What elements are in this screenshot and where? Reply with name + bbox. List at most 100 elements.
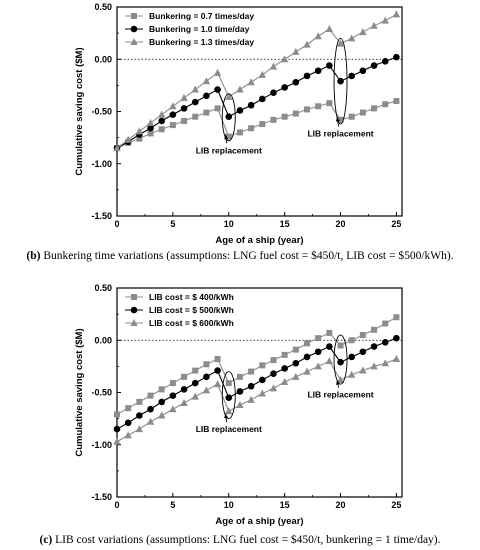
chart-c-series-3-point xyxy=(370,362,378,370)
chart-b-series-1-point xyxy=(382,101,389,108)
chart-c-series-1-point xyxy=(214,356,221,363)
chart-b-x-axis-title: Age of a ship (year) xyxy=(215,235,303,246)
chart-c-y-axis-title: Cumulative saving cost ($M) xyxy=(74,328,85,456)
chart-c-series-1 xyxy=(114,314,400,418)
chart-c-series-2-point xyxy=(236,388,244,395)
chart-c-series-2-point xyxy=(136,412,143,419)
chart-c-legend-label-1: LIB cost = $ 400/kWh xyxy=(149,292,234,302)
chart-c-x-tick-label: 25 xyxy=(391,500,401,510)
chart-b-series-3-point xyxy=(392,10,401,18)
chart-c-series-1-point xyxy=(225,380,232,387)
chart-c-series-3-point xyxy=(191,392,199,400)
chart-c-series-1-point xyxy=(158,386,165,393)
chart-b-series-2 xyxy=(113,53,400,152)
chart-c-annotation-arrowhead-1 xyxy=(224,413,229,419)
chart-c-series-3-point xyxy=(124,431,132,439)
chart-c-series-1-point xyxy=(281,351,288,358)
chart-c-series-1-point xyxy=(192,367,199,374)
chart-b-series-1-point xyxy=(147,130,154,137)
chart-c-caption-label: (c) xyxy=(39,534,53,546)
chart-b-series-3-point xyxy=(180,93,188,101)
chart-c-y-tick-label: 0.50 xyxy=(94,283,112,293)
chart-c-series-3 xyxy=(113,355,401,445)
chart-b-series-3-point xyxy=(280,55,289,63)
chart-b-series-1-point xyxy=(248,125,255,132)
chart-c-x-tick-label: 5 xyxy=(170,500,175,510)
chart-c-series-3-point xyxy=(348,370,356,378)
chart-b-series-2-point xyxy=(359,67,367,75)
chart-c-y-tick-label: 0.00 xyxy=(94,335,112,345)
chart-c-series-1-point xyxy=(114,411,120,418)
chart-c-series-1-point xyxy=(304,340,310,347)
chart-c-series-2-point xyxy=(124,419,132,427)
chart-b-series-3-point xyxy=(370,21,378,29)
chart-b-series-1-point xyxy=(181,117,188,124)
chart-b-series-1-point xyxy=(158,126,165,133)
chart-b-legend-label-2: Bunkering = 1.0 time/day xyxy=(149,24,250,34)
chart-c-series-3-point xyxy=(180,398,188,406)
chart-c-series-1-point xyxy=(371,326,378,333)
chart-b-series-2-point xyxy=(203,92,210,100)
chart-c-series-2-point xyxy=(203,373,210,381)
chart-b-series-3-point xyxy=(124,135,132,143)
chart-c-series-3-point xyxy=(292,372,300,380)
chart-b-series-2-point xyxy=(236,107,244,114)
chart-c-series-2-point xyxy=(292,359,300,367)
chart-c-series-3-point xyxy=(113,437,121,445)
chart-b-y-tick-label: -1.50 xyxy=(91,211,112,221)
chart-b-legend-marker-2 xyxy=(130,25,138,33)
chart-b-series-2-point xyxy=(180,105,188,112)
chart-c-series-1-point xyxy=(359,332,366,339)
chart-b-series-1-point xyxy=(348,113,355,120)
chart-b-series-2-point xyxy=(225,113,233,121)
chart-c-series-1-point xyxy=(382,320,389,327)
chart-c-series-2-point xyxy=(247,382,255,390)
chart-c-series-2-point xyxy=(147,405,154,413)
chart-c-series-1-point xyxy=(125,405,132,412)
chart-b-series-2-point xyxy=(326,62,333,69)
chart-c-series-1-point xyxy=(337,342,344,349)
chart-b-annotation-ellipse-1 xyxy=(221,93,236,142)
chart-b-series-2-point xyxy=(214,86,221,93)
chart-b-series-1-point xyxy=(259,121,266,128)
chart-c-series-2-point xyxy=(113,425,121,433)
chart-b-series-3-point xyxy=(314,32,322,40)
chart-c-x-tick-label: 20 xyxy=(336,500,346,510)
chart-c-series-2-line xyxy=(116,337,397,430)
chart-panel-b: 0 5 10 15 20 25 0.50 0.00 -0.50 -1.00 -1.50 Age of … xyxy=(0,2,480,262)
chart-b-series-1-point xyxy=(192,113,199,120)
chart-panel-c: 0 5 10 15 20 25 0.50 0.00 -0.50 -1.00 -1.50 Age of … xyxy=(0,281,480,550)
chart-b-x-tick-label: 25 xyxy=(391,219,401,229)
chart-b-annotation-label-1: LIB replacement xyxy=(196,145,262,155)
chart-c-series-2-point xyxy=(270,370,277,377)
chart-b-legend-marker-1 xyxy=(131,13,137,19)
chart-c-series-2-point xyxy=(214,367,221,374)
chart-c-series-3-point xyxy=(213,380,222,388)
chart-b-series-2-point xyxy=(337,77,344,85)
chart-b-x-tick-label: 15 xyxy=(280,219,290,229)
chart-b-series-1-point xyxy=(136,135,143,142)
chart-c-series-1-point xyxy=(136,398,143,405)
chart-c-series-3-point xyxy=(202,386,211,394)
chart-b-x-tick-label: 5 xyxy=(170,219,175,229)
chart-c-series-1-point xyxy=(348,337,355,344)
chart-c-series-1-point xyxy=(181,373,188,380)
chart-c-series-2-point xyxy=(326,343,333,350)
chart-c-series-1-point xyxy=(169,380,176,387)
chart-c-series-3-point xyxy=(303,367,311,375)
chart-b-caption: (b) Bunkering time variations (assumptio… xyxy=(0,250,480,262)
chart-c-series-1-point xyxy=(292,346,299,353)
chart-c-y-tick-label: -1.00 xyxy=(91,440,112,450)
chart-b-series-2-point xyxy=(258,95,266,103)
chart-b-series-3-point xyxy=(336,39,345,47)
chart-b-series-2-point xyxy=(393,53,400,61)
chart-b-series-3-point xyxy=(348,34,356,42)
chart-b-y-tick-label: -1.00 xyxy=(91,159,112,169)
chart-c-series-2-point xyxy=(393,334,400,342)
chart-c-annotation-label-1: LIB replacement xyxy=(196,424,262,434)
chart-c-series-2-point xyxy=(225,394,233,402)
chart-b-series-3-point xyxy=(325,24,334,32)
chart-b-legend-label-1: Bunkering = 0.7 times/day xyxy=(149,11,254,21)
chart-c-series-1-line xyxy=(116,316,397,415)
chart-b-series-3-point xyxy=(135,127,144,135)
